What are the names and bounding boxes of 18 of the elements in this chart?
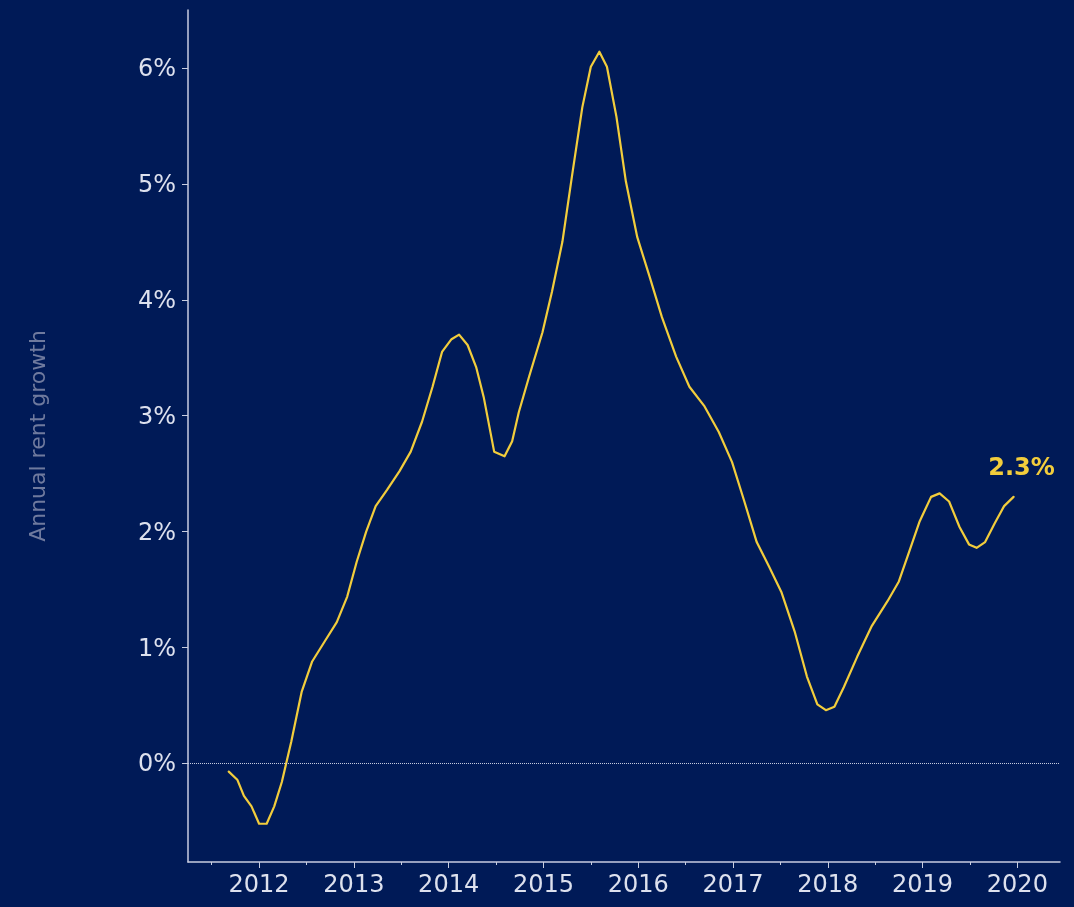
x-tick-label: 2013 bbox=[323, 870, 385, 898]
x-tick-label: 2012 bbox=[228, 870, 290, 898]
y-tick-label: 3% bbox=[137, 401, 176, 430]
annotation: 2.3% bbox=[988, 452, 1055, 481]
x-tick-label: 2019 bbox=[892, 870, 954, 898]
y-tick-label: 1% bbox=[137, 633, 176, 662]
x-tick-label: 2018 bbox=[797, 870, 859, 898]
y-tick-label: 0% bbox=[137, 749, 176, 778]
y-axis-title: Annual rent growth bbox=[24, 330, 50, 542]
y-tick-label: 5% bbox=[137, 169, 176, 198]
y-tick-label: 6% bbox=[137, 53, 176, 82]
x-tick-label: 2020 bbox=[986, 870, 1048, 898]
y-tick-label: 4% bbox=[137, 285, 176, 314]
x-tick-label: 2014 bbox=[418, 870, 480, 898]
x-tick-label: 2016 bbox=[607, 870, 669, 898]
x-tick-label: 2015 bbox=[512, 870, 574, 898]
x-tick-label: 2017 bbox=[702, 870, 764, 898]
y-tick-label: 2% bbox=[137, 517, 176, 546]
